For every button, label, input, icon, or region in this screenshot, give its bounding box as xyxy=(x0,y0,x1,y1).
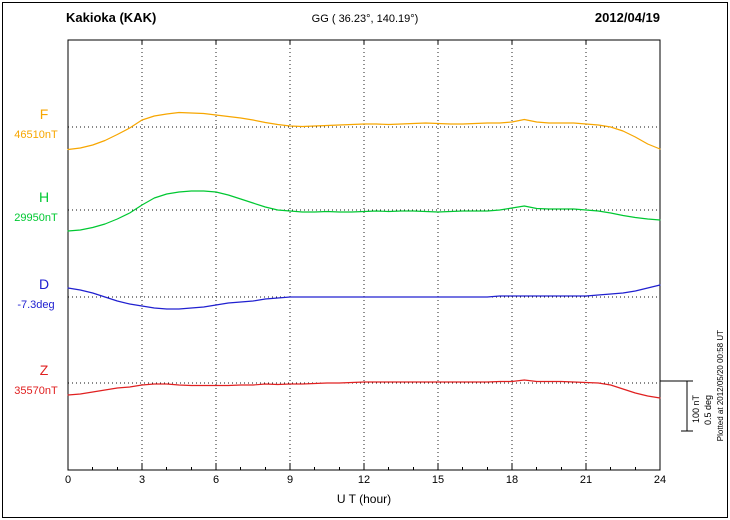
x-tick-label: 0 xyxy=(64,474,72,486)
plot-date: 2012/04/19 xyxy=(594,10,660,25)
trace-H xyxy=(67,190,661,232)
channel-label-F: F xyxy=(39,106,49,122)
channel-baseline-F: 46510nT xyxy=(14,129,58,141)
x-tick-label: 21 xyxy=(579,474,593,486)
x-tick-label: 6 xyxy=(212,474,220,486)
channel-baseline-H: 29950nT xyxy=(14,212,58,224)
plotted-at-timestamp: Plotted at 2012/05/20 00:58 UT xyxy=(716,330,725,442)
channel-label-H: H xyxy=(38,189,50,205)
geographic-coordinates: GG ( 36.23°, 140.19°) xyxy=(311,13,419,25)
x-tick-label: 3 xyxy=(138,474,146,486)
scale-label-degrees: 0.5 deg xyxy=(703,395,713,426)
station-title: Kakioka (KAK) xyxy=(66,10,157,25)
scale-label-nanotesla: 100 nT xyxy=(691,395,701,424)
channel-label-Z: Z xyxy=(39,362,49,378)
x-tick-label: 12 xyxy=(357,474,371,486)
channel-baseline-Z: 35570nT xyxy=(14,385,58,397)
trace-D xyxy=(67,284,661,310)
x-tick-label: 18 xyxy=(505,474,519,486)
x-tick-label: 24 xyxy=(653,474,667,486)
x-tick-label: 9 xyxy=(286,474,294,486)
trace-F xyxy=(67,111,661,151)
x-axis-label: U T (hour) xyxy=(336,492,392,506)
x-tick-label: 15 xyxy=(431,474,445,486)
channel-label-D: D xyxy=(38,276,50,292)
channel-baseline-D: -7.3deg xyxy=(17,299,55,311)
trace-Z xyxy=(67,379,661,399)
